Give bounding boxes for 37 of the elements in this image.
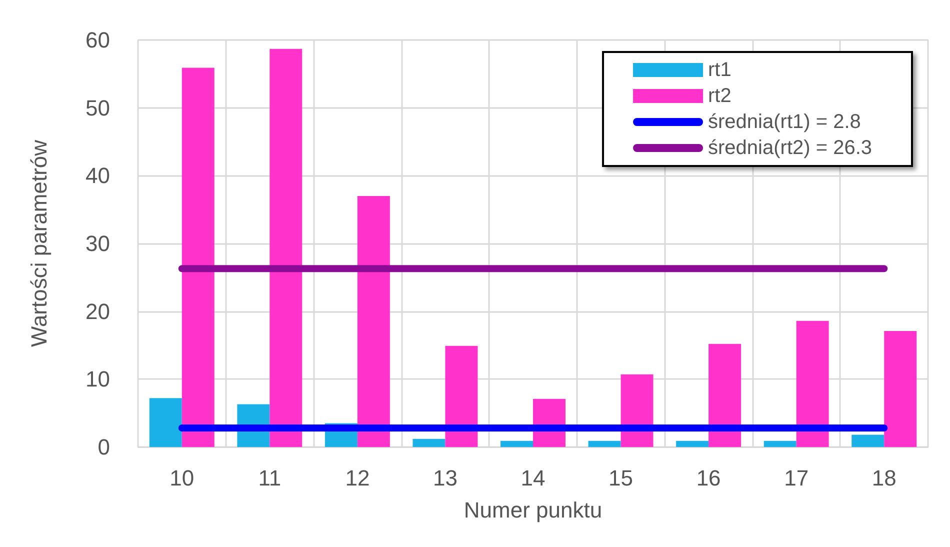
bar	[445, 346, 478, 447]
bar	[676, 440, 709, 447]
legend-label: rt2	[708, 85, 732, 107]
x-tick-label: 17	[784, 466, 809, 490]
bar	[357, 196, 390, 447]
bar	[182, 68, 214, 447]
x-tick-label: 16	[696, 466, 721, 490]
bar	[270, 48, 302, 447]
x-tick-label: 12	[345, 466, 370, 490]
y-tick-label: 0	[98, 434, 110, 460]
bar	[796, 320, 829, 447]
y-tick-label: 60	[86, 28, 110, 52]
bar	[708, 344, 742, 447]
bar	[620, 374, 654, 447]
bar	[852, 434, 884, 447]
y-tick-label: 30	[86, 231, 110, 256]
y-tick-label: 10	[86, 366, 110, 392]
x-tick-label: 11	[258, 466, 282, 490]
x-tick-label: 13	[432, 466, 458, 490]
x-tick-label: 10	[170, 466, 194, 490]
bar	[500, 440, 533, 447]
bar	[764, 440, 796, 447]
bar	[884, 331, 917, 447]
x-tick-label: 15	[608, 466, 634, 490]
x-tick-label: 14	[520, 466, 546, 490]
y-tick-label: 50	[86, 95, 110, 120]
bar	[149, 398, 182, 447]
x-tick-label: 18	[872, 466, 896, 490]
x-axis-title: Numer punktu	[464, 498, 602, 522]
y-tick-label: 20	[86, 298, 110, 324]
y-tick-label: 40	[86, 163, 110, 188]
legend-label: średnia(rt2) = 26.3	[708, 137, 872, 159]
bar	[412, 438, 446, 447]
y-axis-title: Wartości parametrów	[26, 140, 52, 348]
legend-label: rt1	[708, 59, 732, 81]
legend-label: średnia(rt1) = 2.8	[708, 111, 861, 133]
bar	[588, 440, 621, 447]
